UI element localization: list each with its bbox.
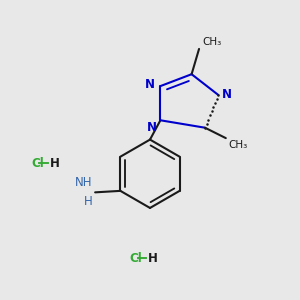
Text: H: H <box>50 157 60 170</box>
Text: H: H <box>84 195 93 208</box>
Text: N: N <box>145 78 155 91</box>
Text: Cl: Cl <box>31 157 44 170</box>
Text: CH₃: CH₃ <box>202 38 222 47</box>
Text: CH₃: CH₃ <box>229 140 248 150</box>
Text: Cl: Cl <box>129 252 142 265</box>
Text: N: N <box>222 88 232 101</box>
Text: H: H <box>148 252 158 265</box>
Text: N: N <box>147 121 157 134</box>
Text: NH: NH <box>75 176 93 189</box>
